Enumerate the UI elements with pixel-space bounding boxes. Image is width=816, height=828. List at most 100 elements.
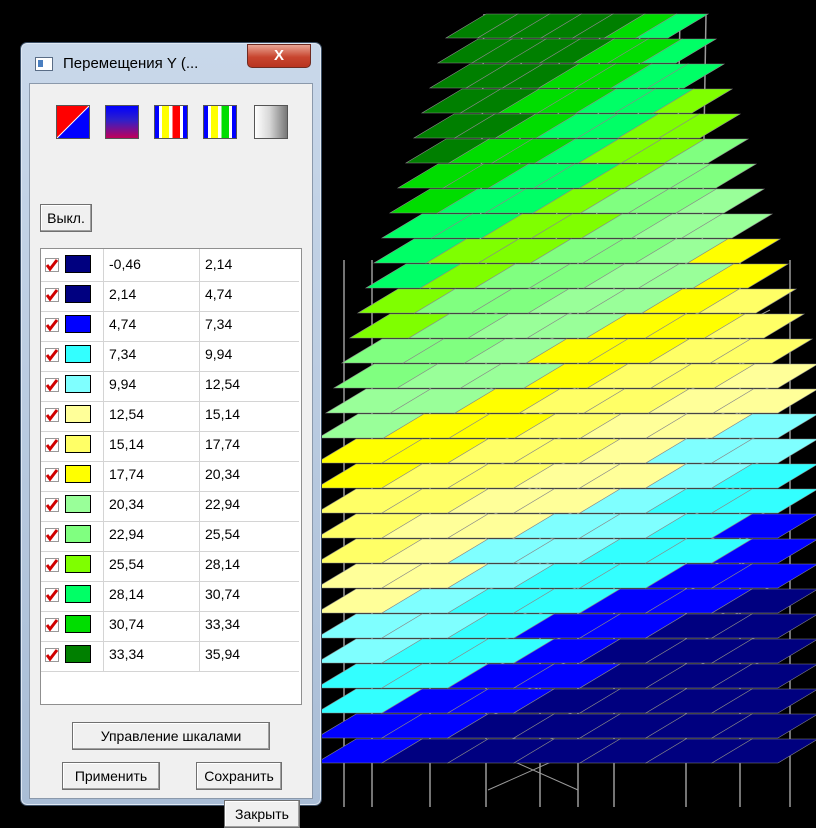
color-swatch[interactable] [65,345,91,363]
range-to[interactable]: 35,94 [205,646,241,662]
column-divider [103,279,104,311]
range-from[interactable]: 28,14 [109,586,145,602]
color-swatch[interactable] [65,375,91,393]
range-from[interactable]: 2,14 [109,286,137,302]
range-to[interactable]: 12,54 [205,376,241,392]
color-swatch[interactable] [65,615,91,633]
check-icon[interactable] [45,378,59,392]
range-to[interactable]: 22,94 [205,496,241,512]
green-yellow-stripes-icon[interactable] [203,105,237,139]
range-to[interactable]: 2,14 [205,256,233,272]
check-icon[interactable] [45,348,59,362]
scale-row[interactable]: 33,34 35,94 [41,639,299,672]
scale-row[interactable]: -0,46 2,14 [41,249,299,282]
manage-scales-button[interactable]: Управление шкалами [72,722,270,750]
scale-row[interactable]: 7,34 9,94 [41,339,299,372]
check-icon[interactable] [45,258,59,272]
check-icon[interactable] [45,618,59,632]
column-divider [199,369,200,401]
check-icon[interactable] [45,498,59,512]
scale-table[interactable]: -0,46 2,14 2,14 4,74 4,74 7,34 7,34 9,94 9,94 12,… [40,248,302,705]
blue-magenta-gradient-icon[interactable] [105,105,139,139]
red-blue-diagonal-icon[interactable] [56,105,90,139]
range-from[interactable]: -0,46 [109,256,141,272]
range-from[interactable]: 15,14 [109,436,145,452]
scale-row[interactable]: 12,54 15,14 [41,399,299,432]
check-icon[interactable] [45,558,59,572]
red-yellow-stripes-icon[interactable] [154,105,188,139]
gray-gradient-icon[interactable] [254,105,288,139]
range-from[interactable]: 12,54 [109,406,145,422]
column-divider [103,369,104,401]
range-to[interactable]: 25,54 [205,526,241,542]
column-divider [199,339,200,371]
color-swatch[interactable] [65,465,91,483]
scale-row[interactable]: 20,34 22,94 [41,489,299,522]
range-to[interactable]: 4,74 [205,286,233,302]
check-icon[interactable] [45,468,59,482]
column-divider [103,609,104,641]
color-swatch[interactable] [65,285,91,303]
range-to[interactable]: 7,34 [205,316,233,332]
column-divider [103,639,104,671]
close-window-button[interactable]: X [247,44,311,68]
range-to[interactable]: 30,74 [205,586,241,602]
color-swatch[interactable] [65,435,91,453]
color-swatch[interactable] [65,405,91,423]
range-from[interactable]: 20,34 [109,496,145,512]
check-icon[interactable] [45,318,59,332]
scale-row[interactable]: 15,14 17,74 [41,429,299,462]
range-from[interactable]: 7,34 [109,346,137,362]
range-from[interactable]: 9,94 [109,376,137,392]
check-icon[interactable] [45,648,59,662]
model-viewport[interactable] [0,0,816,807]
scale-row[interactable]: 9,94 12,54 [41,369,299,402]
check-icon[interactable] [45,408,59,422]
range-from[interactable]: 33,34 [109,646,145,662]
color-swatch[interactable] [65,555,91,573]
column-divider [103,519,104,551]
scale-row[interactable]: 22,94 25,54 [41,519,299,552]
range-to[interactable]: 33,34 [205,616,241,632]
color-swatch[interactable] [65,495,91,513]
range-to[interactable]: 17,74 [205,436,241,452]
range-to[interactable]: 20,34 [205,466,241,482]
check-icon[interactable] [45,288,59,302]
color-swatch[interactable] [65,255,91,273]
check-icon[interactable] [45,588,59,602]
color-swatch[interactable] [65,645,91,663]
scale-row[interactable]: 25,54 28,14 [41,549,299,582]
structure-3d-model[interactable] [0,0,816,807]
color-swatch[interactable] [65,315,91,333]
check-icon[interactable] [45,438,59,452]
scale-dialog: Перемещения Y (... X Выкл. -0,46 2,14 2,14… [20,42,322,828]
app-icon [35,57,53,71]
off-button[interactable]: Выкл. [40,204,92,232]
range-from[interactable]: 30,74 [109,616,145,632]
range-from[interactable]: 17,74 [109,466,145,482]
range-to[interactable]: 15,14 [205,406,241,422]
column-divider [199,489,200,521]
column-divider [199,399,200,431]
color-swatch[interactable] [65,585,91,603]
scale-row[interactable]: 2,14 4,74 [41,279,299,312]
column-divider [103,339,104,371]
check-icon[interactable] [45,528,59,542]
close-button[interactable]: Закрыть [224,800,300,828]
range-from[interactable]: 22,94 [109,526,145,542]
range-from[interactable]: 4,74 [109,316,137,332]
window-title: Перемещения Y (... [63,55,199,72]
scale-row[interactable]: 17,74 20,34 [41,459,299,492]
range-to[interactable]: 28,14 [205,556,241,572]
range-from[interactable]: 25,54 [109,556,145,572]
range-to[interactable]: 9,94 [205,346,233,362]
scale-row[interactable]: 4,74 7,34 [41,309,299,342]
column-divider [199,279,200,311]
title-bar[interactable]: Перемещения Y (... X [21,43,321,83]
scale-row[interactable]: 28,14 30,74 [41,579,299,612]
column-divider [199,519,200,551]
scale-row[interactable]: 30,74 33,34 [41,609,299,642]
save-button[interactable]: Сохранить [196,762,282,790]
apply-button[interactable]: Применить [62,762,160,790]
color-swatch[interactable] [65,525,91,543]
